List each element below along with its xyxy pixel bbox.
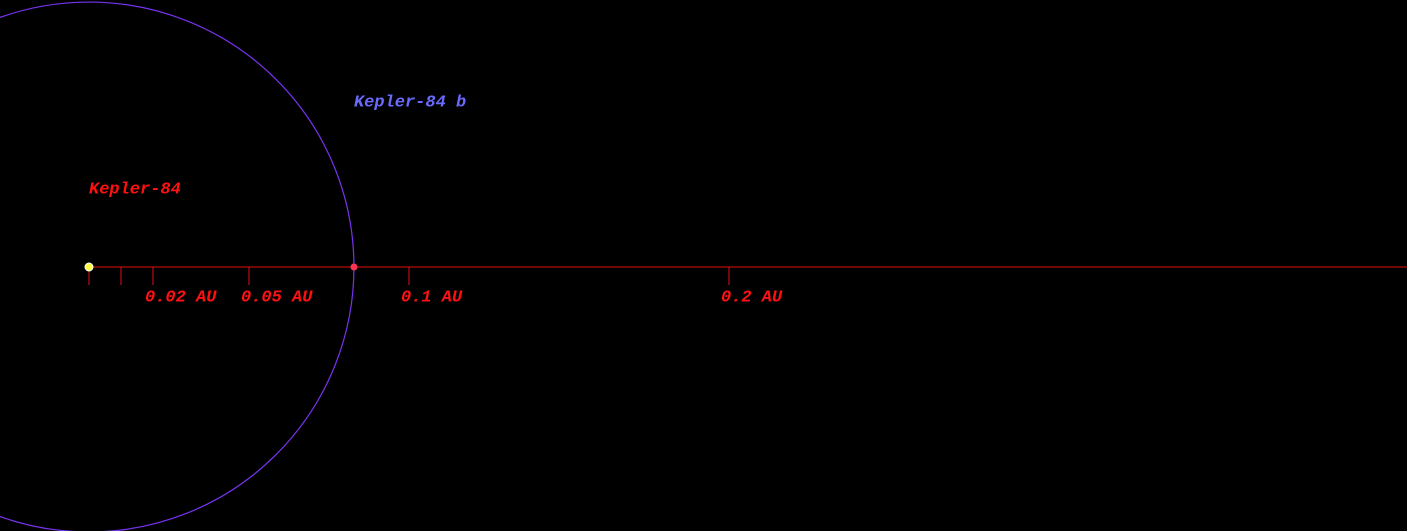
scale-tick-label: 0.05 AU	[241, 288, 313, 307]
scale-tick-label: 0.1 AU	[401, 288, 463, 307]
scale-tick-label: 0.2 AU	[721, 288, 783, 307]
star-label: Kepler-84	[89, 180, 181, 199]
star	[84, 262, 94, 272]
planet	[350, 263, 358, 271]
planet-label: Kepler-84 b	[354, 93, 466, 112]
scale-tick-label: 0.02 AU	[145, 288, 217, 307]
